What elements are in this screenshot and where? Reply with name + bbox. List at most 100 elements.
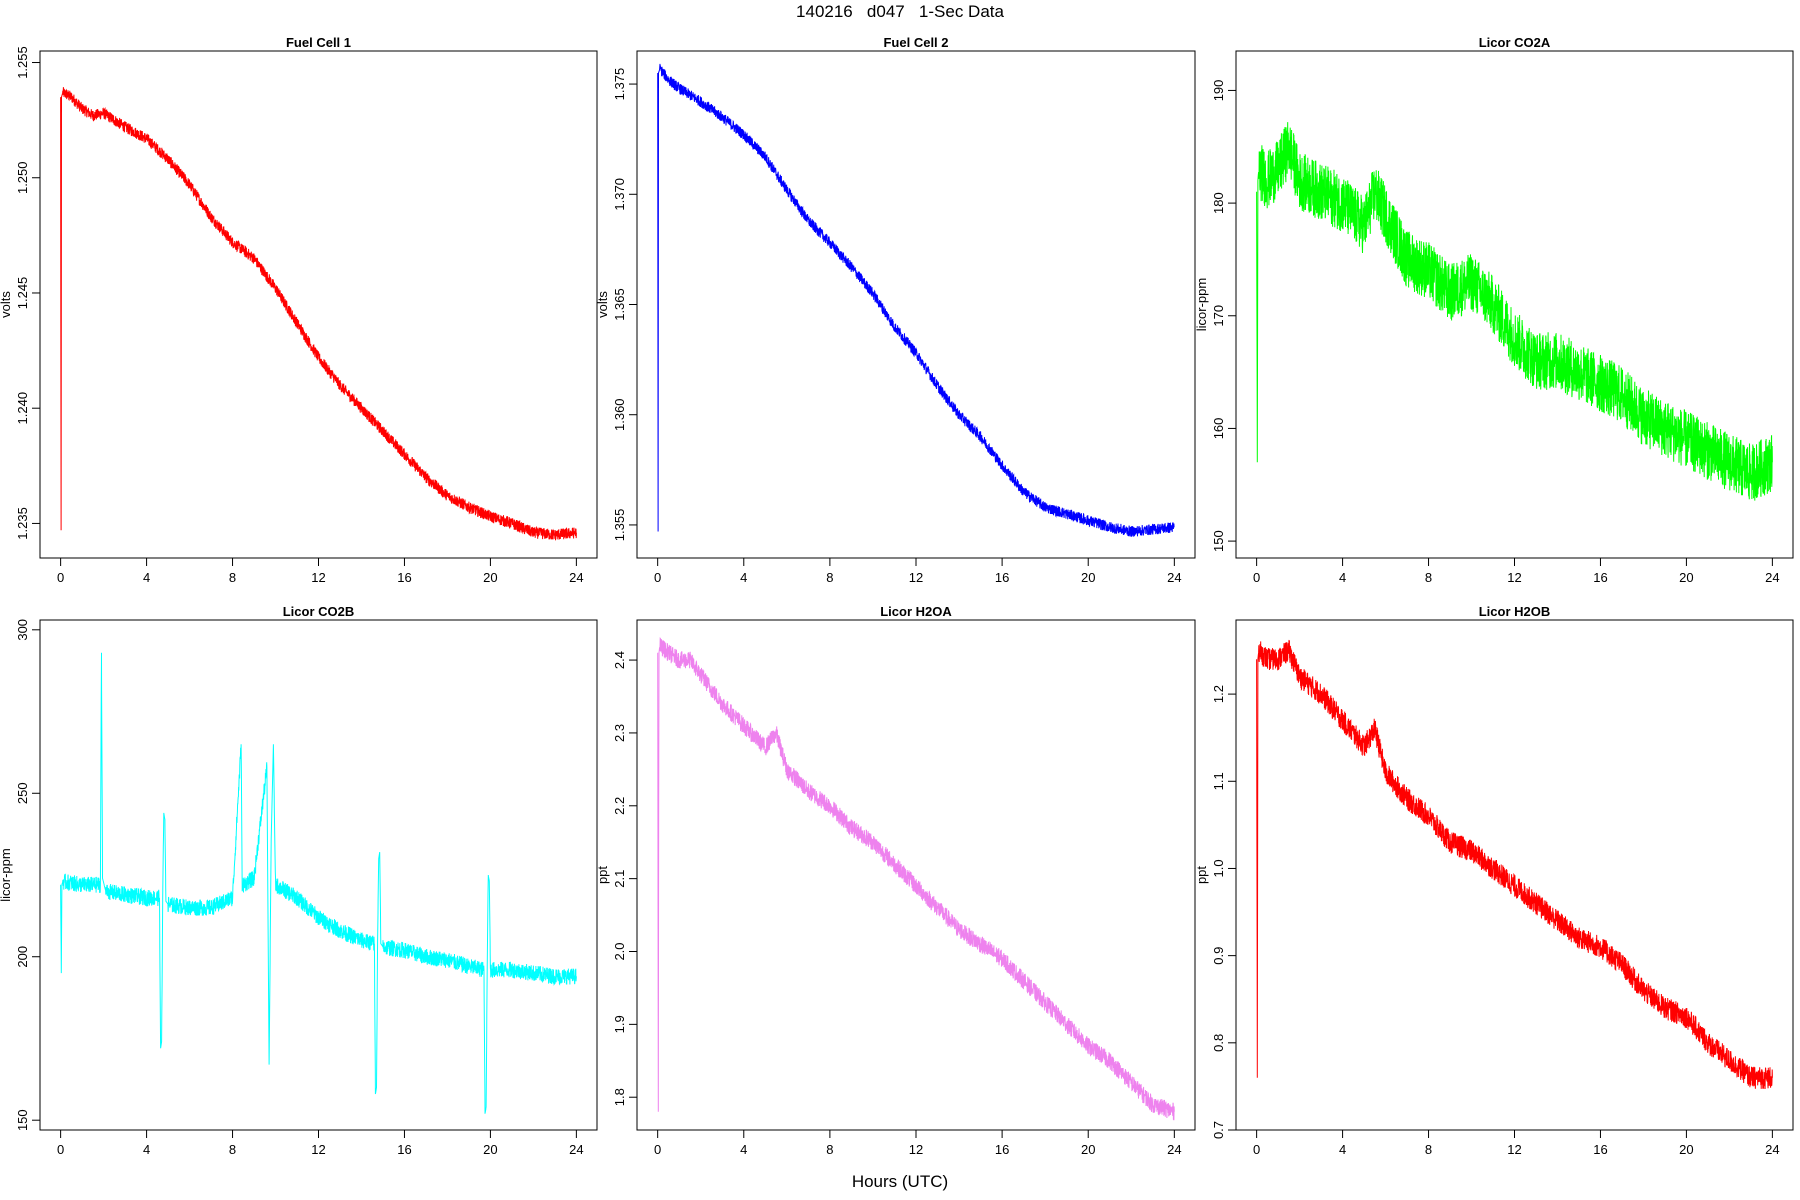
x-tick-label: 12 [1507, 1142, 1521, 1157]
y-tick-label: 1.240 [15, 392, 30, 425]
y-tick-label: 1.370 [612, 178, 627, 211]
y-axis-label: licor-ppm [1194, 278, 1209, 331]
x-tick-label: 8 [229, 1142, 236, 1157]
y-tick-label: 1.375 [612, 68, 627, 101]
x-tick-label: 24 [1167, 1142, 1181, 1157]
y-tick-label: 1.250 [15, 161, 30, 194]
x-tick-label: 0 [57, 570, 64, 585]
series-line [1256, 639, 1773, 1089]
y-tick-label: 2.4 [612, 651, 627, 669]
y-tick-label: 1.235 [15, 507, 30, 540]
x-tick-label: 24 [1765, 570, 1779, 585]
x-tick-label: 0 [1253, 570, 1260, 585]
x-tick-label: 16 [1593, 570, 1607, 585]
x-tick-label: 8 [229, 570, 236, 585]
panel-title: Fuel Cell 1 [286, 35, 351, 50]
y-tick-label: 1.9 [612, 1015, 627, 1033]
y-tick-label: 2.1 [612, 870, 627, 888]
y-tick-label: 300 [15, 619, 30, 641]
y-tick-label: 1.355 [612, 509, 627, 542]
x-tick-label: 4 [740, 1142, 747, 1157]
panel: Licor CO2A 0 4 8 12 16 20 24 150 160 170 180 190 lico… [1194, 35, 1794, 585]
x-tick-label: 20 [1679, 1142, 1693, 1157]
x-tick-label: 4 [1339, 570, 1346, 585]
y-tick-label: 1.365 [612, 288, 627, 321]
y-tick-label: 1.255 [15, 46, 30, 79]
plot-frame [39, 619, 598, 1131]
x-tick-label: 20 [483, 1142, 497, 1157]
y-tick-label: 0.9 [1211, 947, 1226, 965]
panel: Licor H2OB 0 4 8 12 16 20 24 0.7 0.8 0.9 1.0 1.1 1.2 p… [1194, 604, 1794, 1157]
series-line [657, 63, 1175, 537]
x-tick-label: 4 [143, 1142, 150, 1157]
x-tick-label: 24 [569, 1142, 583, 1157]
x-tick-label: 12 [311, 570, 325, 585]
series-line [60, 87, 577, 541]
y-tick-label: 2.0 [612, 942, 627, 960]
x-tick-label: 12 [311, 1142, 325, 1157]
y-tick-label: 1.2 [1211, 685, 1226, 703]
x-tick-label: 20 [1081, 1142, 1095, 1157]
series-line [60, 652, 577, 1114]
y-tick-label: 1.1 [1211, 772, 1226, 790]
y-tick-label: 2.3 [612, 724, 627, 742]
x-tick-label: 0 [1253, 1142, 1260, 1157]
series-line [1256, 122, 1773, 501]
x-tick-label: 16 [995, 570, 1009, 585]
x-axis-title: Hours (UTC) [851, 1172, 949, 1191]
panel: Licor CO2B 0 4 8 12 16 20 24 150 200 250 300 licor-p… [0, 604, 598, 1157]
x-tick-label: 8 [1425, 1142, 1432, 1157]
panel-title: Licor H2OA [880, 604, 952, 619]
x-tick-label: 8 [1425, 570, 1432, 585]
panel-title: Licor CO2A [1479, 35, 1551, 50]
y-tick-label: 190 [1211, 80, 1226, 102]
x-tick-label: 20 [1679, 570, 1693, 585]
x-tick-label: 4 [1339, 1142, 1346, 1157]
x-tick-label: 8 [826, 1142, 833, 1157]
x-tick-label: 4 [143, 570, 150, 585]
y-axis-label: volts [0, 291, 13, 318]
y-tick-label: 1.8 [612, 1088, 627, 1106]
plot-frame [636, 50, 1196, 559]
y-tick-label: 0.7 [1211, 1121, 1226, 1139]
x-tick-label: 16 [995, 1142, 1009, 1157]
y-tick-label: 200 [15, 946, 30, 968]
x-tick-label: 24 [569, 570, 583, 585]
panel: Fuel Cell 1 0 4 8 12 16 20 24 1.235 1.240 1.245 1.2… [0, 35, 598, 585]
panel-title: Licor CO2B [283, 604, 355, 619]
x-tick-label: 12 [909, 570, 923, 585]
panel-title: Fuel Cell 2 [883, 35, 948, 50]
x-tick-label: 12 [1507, 570, 1521, 585]
panel: Fuel Cell 2 0 4 8 12 16 20 24 1.355 1.360 1.365 1.3… [595, 35, 1196, 585]
x-tick-label: 16 [397, 570, 411, 585]
x-tick-label: 20 [483, 570, 497, 585]
plot-frame [1235, 50, 1794, 559]
x-tick-label: 16 [397, 1142, 411, 1157]
x-tick-label: 16 [1593, 1142, 1607, 1157]
x-tick-label: 24 [1765, 1142, 1779, 1157]
y-tick-label: 1.245 [15, 277, 30, 310]
y-tick-label: 150 [15, 1109, 30, 1131]
x-tick-label: 0 [654, 570, 661, 585]
y-tick-label: 2.2 [612, 797, 627, 815]
y-tick-label: 180 [1211, 192, 1226, 214]
y-tick-label: 0.8 [1211, 1034, 1226, 1052]
x-tick-label: 0 [57, 1142, 64, 1157]
y-axis-label: volts [595, 291, 610, 318]
y-tick-label: 150 [1211, 530, 1226, 552]
y-tick-label: 1.0 [1211, 859, 1226, 877]
y-tick-label: 250 [15, 782, 30, 804]
x-tick-label: 24 [1167, 570, 1181, 585]
figure-title: 140216 d047 1-Sec Data [796, 2, 1004, 21]
y-axis-label: ppt [595, 866, 610, 884]
y-tick-label: 160 [1211, 418, 1226, 440]
panel-title: Licor H2OB [1479, 604, 1551, 619]
x-tick-label: 12 [909, 1142, 923, 1157]
x-tick-label: 8 [826, 570, 833, 585]
y-axis-label: licor-ppm [0, 848, 13, 901]
panel: Licor H2OA 0 4 8 12 16 20 24 1.8 1.9 2.0 2.1 2.2 2.3 2… [595, 604, 1196, 1157]
y-tick-label: 170 [1211, 305, 1226, 327]
series-line [657, 637, 1175, 1121]
